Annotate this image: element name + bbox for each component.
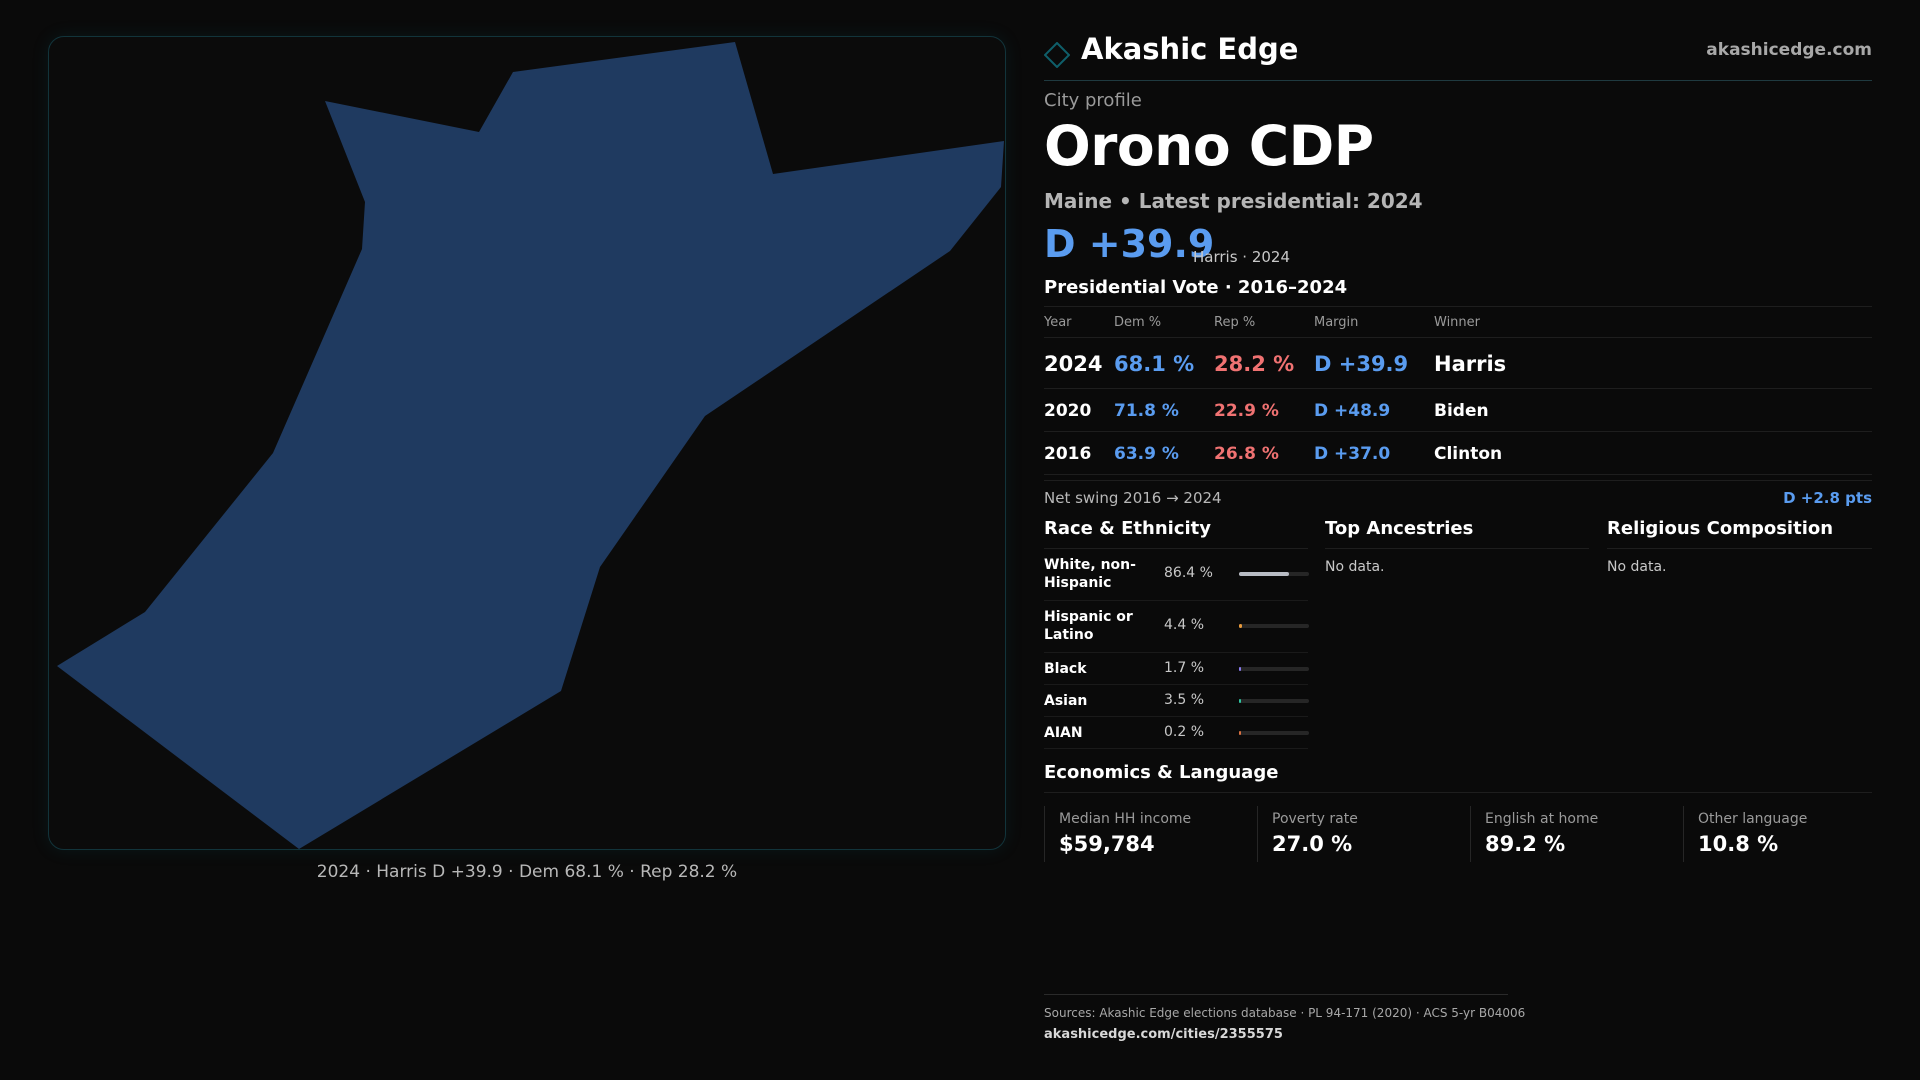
race-bar-fill <box>1239 699 1241 703</box>
cell-winner: Clinton <box>1434 444 1503 464</box>
race-row-aian: AIAN 0.2 % <box>1044 717 1309 749</box>
religion-section: Religious Composition No data. <box>1607 518 1872 575</box>
cell-rep: 26.8 % <box>1214 444 1279 464</box>
table-row: 2020 71.8 % 22.9 % D +48.9 Biden <box>1044 389 1872 432</box>
race-bar-fill <box>1239 624 1242 628</box>
net-swing-label: Net swing 2016 → 2024 <box>1044 489 1222 507</box>
cell-winner: Biden <box>1434 401 1489 421</box>
footer: Sources: Akashic Edge elections database… <box>1044 994 1525 1042</box>
stat-other-language: Other language 10.8 % <box>1683 806 1897 862</box>
race-bar-track <box>1239 667 1309 671</box>
race-row-hispanic: Hispanic or Latino 4.4 % <box>1044 601 1309 653</box>
cell-margin: D +39.9 <box>1314 352 1409 376</box>
stat-median-income: Median HH income $59,784 <box>1044 806 1258 862</box>
cell-rep: 22.9 % <box>1214 401 1279 421</box>
race-bar-track <box>1239 624 1309 628</box>
cell-margin: D +37.0 <box>1314 444 1391 464</box>
race-pct: 86.4 % <box>1164 565 1213 581</box>
race-label: AIAN <box>1044 725 1083 741</box>
economics-section-title: Economics & Language <box>1044 762 1872 793</box>
headline-margin: D +39.9 <box>1044 222 1215 266</box>
col-header-year: Year <box>1044 315 1072 330</box>
cell-winner: Harris <box>1434 352 1507 376</box>
brand-name: Akashic Edge <box>1081 32 1299 66</box>
stat-label: Poverty rate <box>1272 811 1358 827</box>
race-label: Asian <box>1044 693 1088 709</box>
race-label: Black <box>1044 661 1087 677</box>
col-header-dem: Dem % <box>1114 315 1162 330</box>
site-link[interactable]: akashicedge.com <box>1706 40 1872 60</box>
ancestries-empty: No data. <box>1325 559 1385 575</box>
headline-note: Harris · 2024 <box>1193 248 1291 266</box>
ancestries-section-title: Top Ancestries <box>1325 518 1589 549</box>
stat-value: 89.2 % <box>1485 832 1566 856</box>
page-eyebrow: City profile <box>1044 90 1142 111</box>
stat-label: Median HH income <box>1059 811 1192 827</box>
religion-section-title: Religious Composition <box>1607 518 1872 549</box>
stat-label: English at home <box>1485 811 1599 827</box>
diamond-icon <box>1044 42 1070 68</box>
stat-value: $59,784 <box>1059 832 1155 856</box>
cell-dem: 71.8 % <box>1114 401 1179 421</box>
cell-year: 2020 <box>1044 401 1092 421</box>
city-boundary-shape[interactable] <box>57 42 1004 849</box>
col-header-winner: Winner <box>1434 315 1481 330</box>
footer-link[interactable]: akashicedge.com/cities/2355575 <box>1044 1027 1283 1042</box>
race-bar-track <box>1239 572 1309 576</box>
religion-empty: No data. <box>1607 559 1667 575</box>
stat-label: Other language <box>1698 811 1808 827</box>
ancestries-section: Top Ancestries No data. <box>1325 518 1589 575</box>
race-pct: 3.5 % <box>1164 692 1205 708</box>
race-label: Hispanic or Latino <box>1044 609 1133 643</box>
cell-dem: 63.9 % <box>1114 444 1179 464</box>
race-pct: 1.7 % <box>1164 660 1205 676</box>
page-subtitle: Maine • Latest presidential: 2024 <box>1044 189 1423 213</box>
stat-poverty-rate: Poverty rate 27.0 % <box>1257 806 1471 862</box>
race-label: White, non-Hispanic <box>1044 557 1136 591</box>
cell-dem: 68.1 % <box>1114 352 1195 376</box>
race-bar-track <box>1239 731 1309 735</box>
economics-stats: Median HH income $59,784 Poverty rate 27… <box>1044 806 1872 862</box>
race-section: Race & Ethnicity White, non-Hispanic 86.… <box>1044 518 1309 749</box>
stat-english-at-home: English at home 89.2 % <box>1470 806 1684 862</box>
net-swing-value: D +2.8 pts <box>1783 489 1872 507</box>
race-row-black: Black 1.7 % <box>1044 653 1309 685</box>
page-title: Orono CDP <box>1044 114 1374 178</box>
vote-table-header: Year Dem % Rep % Margin Winner <box>1044 307 1872 338</box>
race-bar-fill <box>1239 667 1241 671</box>
race-bar-fill <box>1239 731 1241 735</box>
stat-value: 10.8 % <box>1698 832 1779 856</box>
cell-year: 2024 <box>1044 352 1103 376</box>
footer-sources: Sources: Akashic Edge elections database… <box>1044 1006 1526 1020</box>
map-caption: 2024 · Harris D +39.9 · Dem 68.1 % · Rep… <box>316 862 738 882</box>
race-pct: 4.4 % <box>1164 617 1205 633</box>
table-row: 2016 63.9 % 26.8 % D +37.0 Clinton <box>1044 432 1872 475</box>
cell-margin: D +48.9 <box>1314 401 1391 421</box>
race-bar-track <box>1239 699 1309 703</box>
city-boundary-map[interactable] <box>48 36 1006 850</box>
cell-year: 2016 <box>1044 444 1092 464</box>
race-pct: 0.2 % <box>1164 724 1205 740</box>
cell-rep: 28.2 % <box>1214 352 1295 376</box>
race-bar-fill <box>1239 572 1289 576</box>
city-boundary-svg <box>57 42 1004 849</box>
col-header-margin: Margin <box>1314 315 1359 330</box>
race-row-white: White, non-Hispanic 86.4 % <box>1044 549 1309 601</box>
vote-section-title: Presidential Vote · 2016–2024 <box>1044 277 1348 298</box>
col-header-rep: Rep % <box>1214 315 1256 330</box>
table-row: 2024 68.1 % 28.2 % D +39.9 Harris <box>1044 338 1872 389</box>
race-row-asian: Asian 3.5 % <box>1044 685 1309 717</box>
header: Akashic Edge akashicedge.com <box>1044 28 1872 81</box>
net-swing-row: Net swing 2016 → 2024 D +2.8 pts <box>1044 480 1872 517</box>
vote-table: Year Dem % Rep % Margin Winner 2024 68.1… <box>1044 306 1872 475</box>
stat-value: 27.0 % <box>1272 832 1353 856</box>
race-section-title: Race & Ethnicity <box>1044 518 1308 549</box>
